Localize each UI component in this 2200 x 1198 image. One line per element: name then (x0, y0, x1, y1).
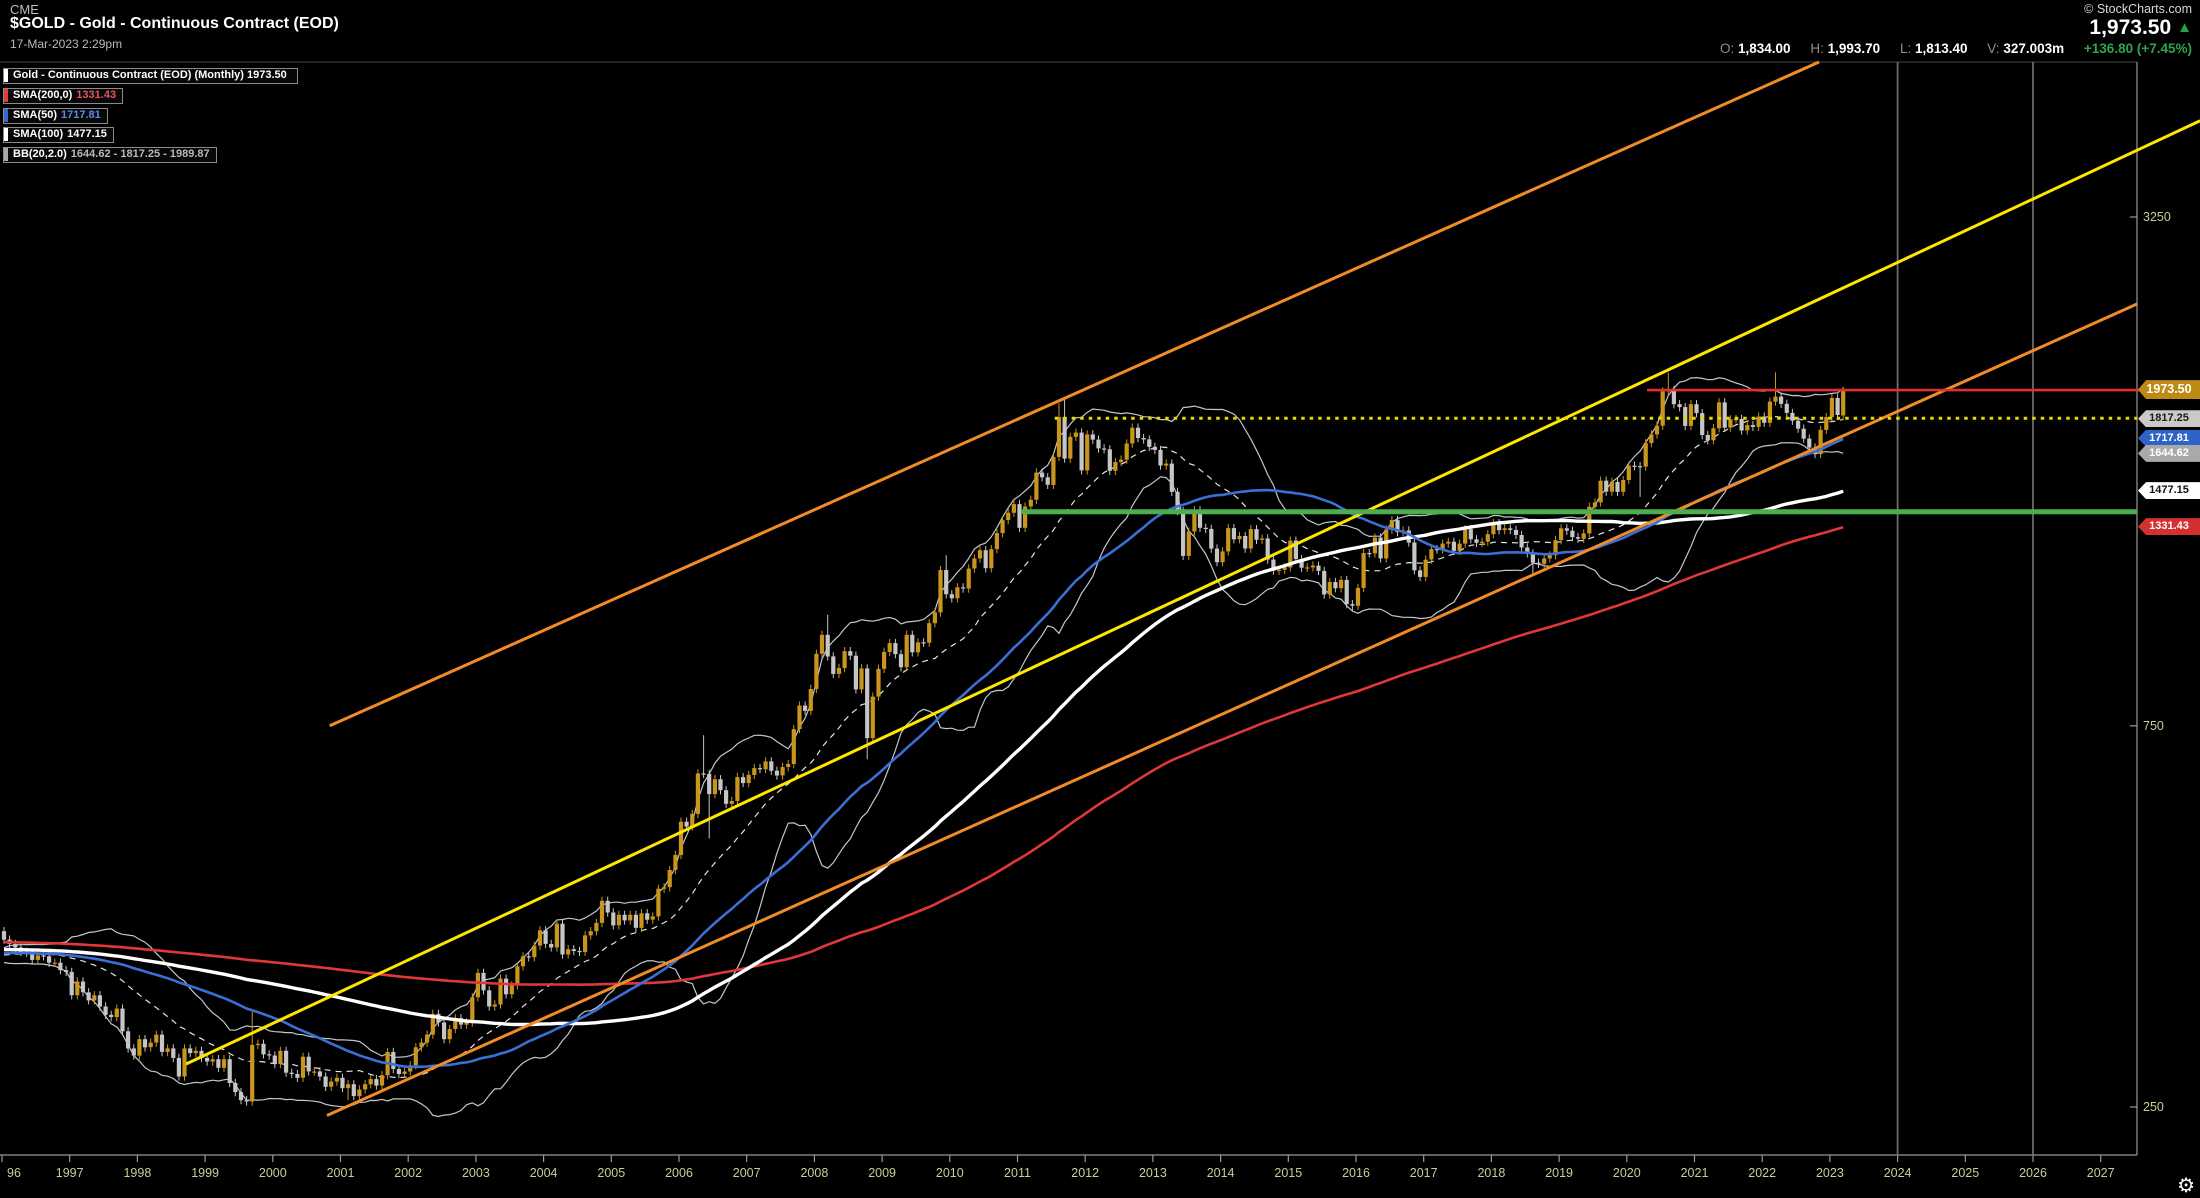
sma100-color-swatch (4, 128, 8, 141)
legend-sma100-label: SMA(100) (13, 128, 64, 140)
svg-text:2003: 2003 (462, 1166, 490, 1180)
svg-text:2018: 2018 (1477, 1166, 1505, 1180)
candles (1, 372, 1846, 1106)
svg-text:2012: 2012 (1071, 1166, 1099, 1180)
x-axis: 96 1997 1998 1999 2000 2001 2002 2003 2004 2005 20… (1, 1155, 2115, 1180)
svg-text:2026: 2026 (2019, 1166, 2047, 1180)
support-yellow (185, 119, 2200, 1066)
svg-text:2016: 2016 (1342, 1166, 1370, 1180)
vertical-gridlines (1896, 62, 2034, 1155)
sma200-line (4, 525, 1844, 987)
series-color-swatch (4, 69, 8, 82)
low-label: L: (1899, 41, 1912, 56)
svg-text:250: 250 (2143, 1100, 2164, 1114)
y-axis: 3250 750 250 (2130, 210, 2171, 1114)
channel-upper-orange (329, 60, 1820, 728)
legend-bb-label: BB(20,2.0) (13, 148, 67, 160)
svg-text:2011: 2011 (1004, 1166, 1031, 1180)
last-price-value: 1,973.50 (2089, 16, 2172, 39)
svg-text:2017: 2017 (1410, 1166, 1438, 1180)
svg-text:2007: 2007 (733, 1166, 761, 1180)
svg-text:96: 96 (7, 1166, 21, 1180)
legend-sma100-value: 1477.15 (67, 128, 107, 140)
legend-bb-value: 1644.62 - 1817.25 - 1989.87 (70, 148, 210, 160)
svg-text:2005: 2005 (597, 1166, 625, 1180)
sma50-line (3, 437, 1844, 1069)
legend-sma200-label: SMA(200,0) (13, 89, 73, 101)
sma100-line (4, 489, 1844, 1027)
svg-text:2001: 2001 (327, 1166, 355, 1180)
settings-gear-icon[interactable]: ⚙ (2177, 1175, 2195, 1197)
channel-lower-orange (326, 302, 2138, 1117)
svg-text:2010: 2010 (936, 1166, 964, 1180)
svg-text:2021: 2021 (1681, 1166, 1709, 1180)
svg-text:2022: 2022 (1748, 1166, 1776, 1180)
bb-color-swatch (4, 148, 8, 161)
ohlc-readout: O: 1,834.00 H: 1,993.70 L: 1,813.40 V: 3… (1720, 41, 2192, 56)
legend-bollinger: BB(20,2.0) 1644.62 - 1817.25 - 1989.87 (3, 147, 217, 163)
change-value: +136.80 (+7.45%) (2083, 41, 2192, 56)
sma50-color-swatch (4, 109, 8, 122)
svg-text:2027: 2027 (2087, 1166, 2115, 1180)
bollinger-bands (3, 376, 1844, 1118)
legend-sma50-label: SMA(50) (13, 109, 58, 121)
svg-text:750: 750 (2143, 719, 2164, 733)
open-label: O: (1719, 41, 1735, 56)
svg-text:2002: 2002 (394, 1166, 422, 1180)
price-flag-1644.62: 1644.62 (2138, 444, 2200, 462)
svg-text:2004: 2004 (530, 1166, 558, 1180)
exchange-label: CME (10, 2, 39, 17)
volume-value: 327.003m (2003, 41, 2065, 56)
plot-borders (0, 61, 2138, 1156)
svg-text:2000: 2000 (259, 1166, 287, 1180)
legend-main-series: Gold - Continuous Contract (EOD) (Monthl… (3, 68, 298, 84)
svg-text:2023: 2023 (1816, 1166, 1844, 1180)
svg-text:2009: 2009 (868, 1166, 896, 1180)
chart-timestamp: 17-Mar-2023 2:29pm (10, 37, 123, 51)
legend-main-label: Gold - Continuous Contract (EOD) (Monthl… (13, 69, 287, 81)
high-label: H: (1810, 41, 1824, 56)
up-arrow-icon: ▲ (2177, 19, 2192, 36)
stockcharts-copyright: © StockCharts.com (2084, 2, 2192, 16)
last-price: 1,973.50 ▲ (2089, 16, 2192, 40)
svg-text:2015: 2015 (1274, 1166, 1302, 1180)
sma200-color-swatch (4, 89, 8, 102)
svg-text:1997: 1997 (56, 1166, 84, 1180)
trendlines (185, 60, 2200, 1117)
svg-text:2024: 2024 (1884, 1166, 1912, 1180)
low-value: 1,813.40 (1914, 41, 1968, 56)
high-value: 1,993.70 (1827, 41, 1881, 56)
legend-sma200: SMA(200,0) 1331.43 (3, 88, 124, 104)
legend-sma200-value: 1331.43 (76, 89, 117, 101)
svg-text:2025: 2025 (1951, 1166, 1979, 1180)
volume-label: V: (1987, 41, 2000, 56)
legend-sma50-value: 1717.81 (61, 109, 101, 121)
page-title: $GOLD - Gold - Continuous Contract (EOD) (10, 15, 339, 32)
svg-text:3250: 3250 (2143, 210, 2171, 224)
svg-text:2020: 2020 (1613, 1166, 1641, 1180)
svg-text:1999: 1999 (191, 1166, 219, 1180)
price-flag-1477.15: 1477.15 (2138, 482, 2200, 500)
svg-text:2006: 2006 (665, 1166, 693, 1180)
svg-text:2014: 2014 (1207, 1166, 1235, 1180)
legend-sma50: SMA(50) 1717.81 (3, 108, 108, 124)
price-flag-1331.43: 1331.43 (2138, 518, 2200, 536)
svg-text:2008: 2008 (800, 1166, 828, 1180)
legend-sma100: SMA(100) 1477.15 (3, 127, 114, 143)
price-flag-1717.81: 1717.81 (2138, 429, 2200, 447)
svg-text:2013: 2013 (1139, 1166, 1167, 1180)
price-flag-1817.25: 1817.25 (2138, 410, 2200, 428)
svg-text:2019: 2019 (1545, 1166, 1573, 1180)
price-flag-1973.50: 1973.50 (2138, 380, 2200, 400)
open-value: 1,834.00 (1738, 41, 1791, 56)
svg-text:1998: 1998 (123, 1166, 151, 1180)
